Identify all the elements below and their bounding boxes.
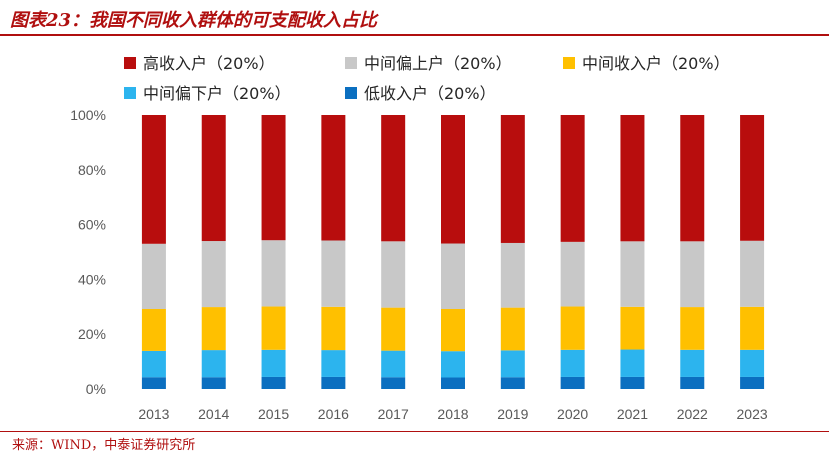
bar-segment — [620, 306, 645, 350]
chart-title: 图表23：我国不同收入群体的可支配收入占比 — [10, 10, 378, 31]
legend-label: 低收入户（20%） — [364, 84, 496, 103]
bar-segment — [261, 306, 286, 350]
bar-segment — [261, 115, 286, 241]
legend-item: 高收入户（20%） — [124, 54, 275, 73]
bar-segment — [141, 308, 166, 351]
bar-segment — [261, 349, 286, 377]
legend-swatch — [563, 57, 575, 69]
bar-segment — [441, 377, 465, 389]
bar-segment — [500, 350, 525, 378]
bar-segment — [321, 115, 346, 241]
bar-segment — [201, 115, 226, 242]
legend-label: 中间偏下户（20%） — [143, 84, 291, 103]
legend-label: 高收入户（20%） — [143, 54, 275, 73]
bar-segment — [141, 377, 166, 389]
x-tick-label: 2020 — [557, 406, 588, 422]
bar-segment — [201, 241, 226, 308]
bar-segment — [321, 240, 346, 307]
bar-segment — [441, 115, 465, 244]
bar-segment — [740, 240, 765, 307]
bar-segment — [201, 350, 226, 378]
bar-segment — [321, 350, 346, 377]
bar-segment — [620, 376, 645, 389]
legend-swatch — [345, 87, 357, 99]
bar-segment — [500, 377, 525, 389]
bar-segment — [201, 377, 226, 389]
x-tick-label: 2016 — [318, 406, 349, 422]
bar-segment — [141, 115, 166, 244]
title-divider — [0, 34, 829, 36]
bar-segment — [560, 241, 585, 307]
x-tick-label: 2014 — [198, 406, 229, 422]
y-tick-label: 0% — [86, 381, 106, 397]
bar-segment — [441, 308, 465, 352]
legend-item: 低收入户（20%） — [345, 84, 496, 103]
x-tick-label: 2013 — [138, 406, 169, 422]
bar-segment — [620, 115, 645, 242]
bar-segment — [381, 350, 406, 378]
legend-swatch — [124, 87, 136, 99]
x-tick-label: 2018 — [437, 406, 468, 422]
legend-item: 中间收入户（20%） — [563, 54, 730, 73]
bar-segment — [500, 242, 525, 308]
bar-segment — [441, 243, 465, 309]
bar-segment — [560, 115, 585, 242]
x-tick-label: 2023 — [737, 406, 768, 422]
bar-segment — [740, 349, 765, 377]
bar-segment — [381, 377, 406, 389]
bar-segment — [500, 307, 525, 351]
y-tick-label: 80% — [78, 162, 106, 178]
bar-segment — [620, 241, 645, 307]
x-tick-label: 2019 — [497, 406, 528, 422]
bar-segment — [321, 306, 346, 351]
bar-segment — [560, 349, 585, 377]
bar-segment — [560, 376, 585, 389]
bar-segment — [441, 351, 465, 378]
bar-segment — [620, 349, 645, 377]
bar-segment — [740, 115, 765, 241]
bar-segment — [680, 376, 705, 389]
source-divider — [0, 431, 829, 432]
bar-segment — [500, 115, 525, 243]
bar-segment — [680, 241, 705, 308]
bar-segment — [680, 307, 705, 350]
bar-segment — [141, 350, 166, 378]
bar-segment — [381, 307, 406, 351]
y-tick-label: 100% — [70, 107, 106, 123]
legend-label: 中间收入户（20%） — [582, 54, 730, 73]
legend-swatch — [124, 57, 136, 69]
legend-item: 中间偏上户（20%） — [345, 54, 512, 73]
bar-segment — [141, 243, 166, 309]
bar-segment — [261, 376, 286, 389]
bar-segment — [201, 307, 226, 351]
bar-segment — [680, 115, 705, 242]
y-tick-label: 60% — [78, 217, 106, 233]
x-tick-label: 2017 — [378, 406, 409, 422]
bar-segment — [560, 306, 585, 350]
stacked-bar-chart: 高收入户（20%） 中间偏上户（20%） 中间收入户（20%） 中间偏下户（20%） 低… — [70, 54, 768, 422]
bar-segment — [740, 376, 765, 389]
bar-segment — [740, 306, 765, 350]
x-tick-label: 2015 — [258, 406, 289, 422]
legend-label: 中间偏上户（20%） — [364, 54, 512, 73]
legend-swatch — [345, 57, 357, 69]
bar-segment — [261, 240, 286, 307]
y-tick-label: 40% — [78, 271, 106, 287]
bar-segment — [381, 241, 406, 308]
source-note: 来源：WIND，中泰证券研究所 — [12, 438, 196, 453]
bar-segment — [321, 376, 346, 389]
bar-segment — [680, 349, 705, 377]
bar-segment — [381, 115, 406, 242]
x-tick-label: 2021 — [617, 406, 648, 422]
x-tick-label: 2022 — [677, 406, 708, 422]
y-tick-label: 20% — [78, 326, 106, 342]
legend-item: 中间偏下户（20%） — [124, 84, 291, 103]
